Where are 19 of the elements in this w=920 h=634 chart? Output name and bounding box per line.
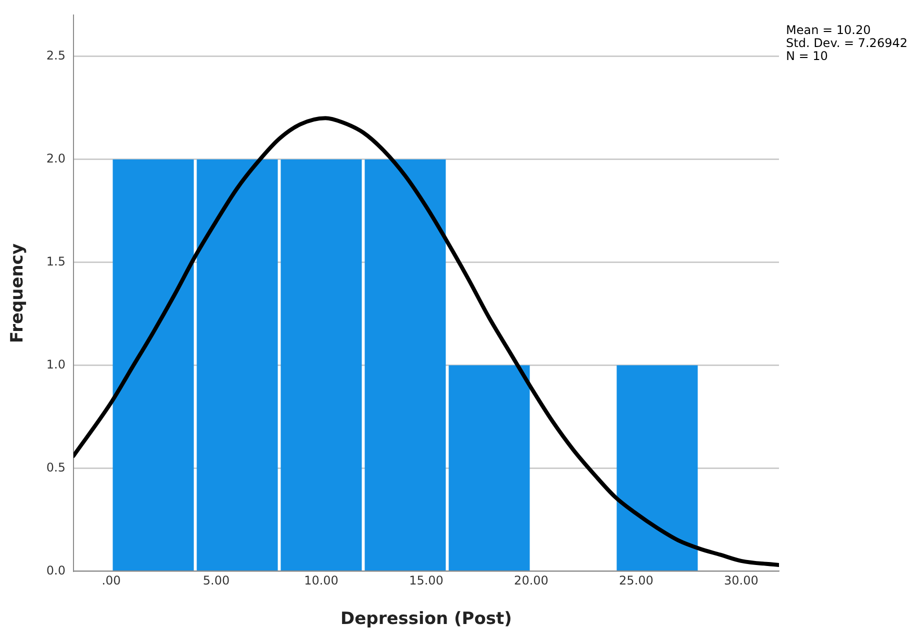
- x-tick-label: .00: [102, 574, 121, 588]
- y-tick-label: 1.0: [46, 357, 66, 372]
- line-series: [73, 116, 779, 568]
- x-tick-label: 30.00: [724, 574, 758, 588]
- y-tick-label: 2.5: [46, 48, 66, 63]
- x-tick-label: 5.00: [202, 574, 230, 588]
- x-axis-title: Depression (Post): [340, 609, 512, 630]
- y-tick-label: 0.5: [46, 460, 66, 474]
- x-tick-label: 25.00: [619, 574, 654, 588]
- y-axis-title: Frequency: [8, 243, 28, 343]
- x-tick-label: 20.00: [514, 574, 548, 588]
- text: Std. Dev. = 7.26942: [786, 36, 908, 50]
- text: N = 10: [786, 49, 829, 63]
- x-tick-label: 10.00: [304, 574, 338, 588]
- y-tick-label: 2.0: [46, 151, 66, 166]
- y-tick-label: 0.0: [46, 563, 66, 578]
- y-tick-label: 1.5: [46, 254, 66, 268]
- text: Mean = 10.20: [786, 23, 872, 37]
- x-tick-label: 15.00: [409, 574, 444, 588]
